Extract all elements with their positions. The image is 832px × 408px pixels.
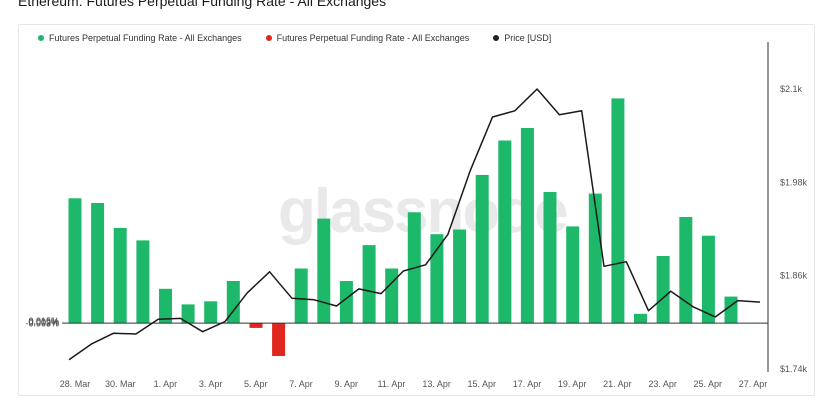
funding-bar[interactable]	[159, 288, 172, 324]
right-tick-label: $1.98k	[780, 177, 808, 187]
funding-bar[interactable]	[226, 281, 240, 324]
left-tick-label: 0.009%	[28, 317, 59, 327]
funding-bar[interactable]	[181, 304, 195, 324]
x-tick-label: 17. Apr	[513, 379, 542, 389]
x-tick-label: 5. Apr	[244, 379, 268, 389]
right-tick-label: $1.74k	[780, 364, 808, 374]
funding-bar[interactable]	[385, 268, 399, 324]
funding-bar[interactable]	[634, 313, 647, 324]
funding-bar[interactable]	[91, 203, 105, 324]
x-tick-label: 15. Apr	[468, 379, 497, 389]
x-tick-label: 27. Apr	[739, 379, 768, 389]
x-tick-label: 13. Apr	[422, 379, 451, 389]
x-axis-ticks: 28. Mar 30. Mar 1. Apr 3. Apr 5. Apr 7. Apr 9.…	[60, 379, 768, 389]
funding-bars	[68, 98, 738, 356]
funding-bar[interactable]	[611, 98, 625, 324]
x-tick-label: 9. Apr	[334, 379, 358, 389]
x-tick-label: 28. Mar	[60, 379, 91, 389]
legend-item-funding-positive[interactable]: Futures Perpetual Funding Rate - All Exc…	[38, 33, 242, 43]
funding-bar[interactable]	[204, 301, 218, 324]
funding-bar[interactable]	[339, 281, 353, 324]
legend-label: Price [USD]	[504, 33, 552, 43]
left-tick-label: -0.003%	[25, 319, 59, 329]
funding-bar[interactable]	[317, 218, 331, 324]
price-line	[68, 88, 761, 361]
chart-card	[18, 24, 815, 396]
funding-bar[interactable]	[272, 323, 286, 356]
right-axis-ticks: $2.1k $1.98k $1.86k $1.74k	[780, 84, 808, 374]
funding-bar[interactable]	[430, 234, 444, 324]
funding-bar[interactable]	[475, 174, 489, 324]
funding-bar[interactable]	[68, 198, 82, 324]
funding-bar[interactable]	[362, 245, 376, 324]
legend-label: Futures Perpetual Funding Rate - All Exc…	[276, 33, 470, 43]
legend-label: Futures Perpetual Funding Rate - All Exc…	[49, 33, 242, 43]
legend-item-price[interactable]: Price [USD]	[493, 33, 551, 43]
x-tick-label: 19. Apr	[558, 379, 587, 389]
x-tick-label: 11. Apr	[377, 379, 405, 389]
funding-bar[interactable]	[543, 192, 557, 324]
right-tick-label: $1.86k	[780, 271, 808, 281]
x-tick-label: 1. Apr	[154, 379, 178, 389]
funding-bar[interactable]	[249, 323, 263, 328]
funding-bar[interactable]	[498, 140, 512, 324]
funding-bar[interactable]	[588, 193, 602, 324]
funding-bar[interactable]	[113, 227, 127, 324]
legend-dot-red	[265, 35, 272, 41]
legend: Futures Perpetual Funding Rate - All Exc…	[38, 33, 551, 43]
funding-bar[interactable]	[724, 296, 738, 324]
x-tick-label: 7. Apr	[289, 379, 313, 389]
x-tick-label: 23. Apr	[648, 379, 677, 389]
chart-title: Ethereum: Futures Perpetual Funding Rate…	[18, 0, 387, 9]
funding-bar[interactable]	[656, 256, 670, 324]
funding-bar[interactable]	[453, 229, 467, 324]
left-tick-label: 0.003%	[28, 318, 59, 328]
legend-dot-black	[493, 35, 500, 41]
funding-bar[interactable]	[679, 217, 693, 324]
x-tick-label: 21. Apr	[603, 379, 632, 389]
x-tick-label: 25. Apr	[694, 379, 723, 389]
funding-bar[interactable]	[701, 235, 715, 324]
x-tick-label: 3. Apr	[199, 379, 223, 389]
left-tick-label: 0.015%	[28, 316, 59, 326]
funding-bar[interactable]	[520, 128, 534, 324]
left-axis-ticks: 0.015%0.009%0.003%-0.003%	[25, 316, 59, 329]
funding-bar[interactable]	[136, 240, 150, 324]
x-tick-label: 30. Mar	[105, 379, 136, 389]
legend-dot-green	[38, 35, 44, 41]
right-tick-label: $2.1k	[780, 84, 803, 94]
funding-bar[interactable]	[294, 268, 308, 324]
funding-bar[interactable]	[566, 226, 580, 324]
legend-item-funding-negative[interactable]: Futures Perpetual Funding Rate - All Exc…	[265, 33, 470, 43]
